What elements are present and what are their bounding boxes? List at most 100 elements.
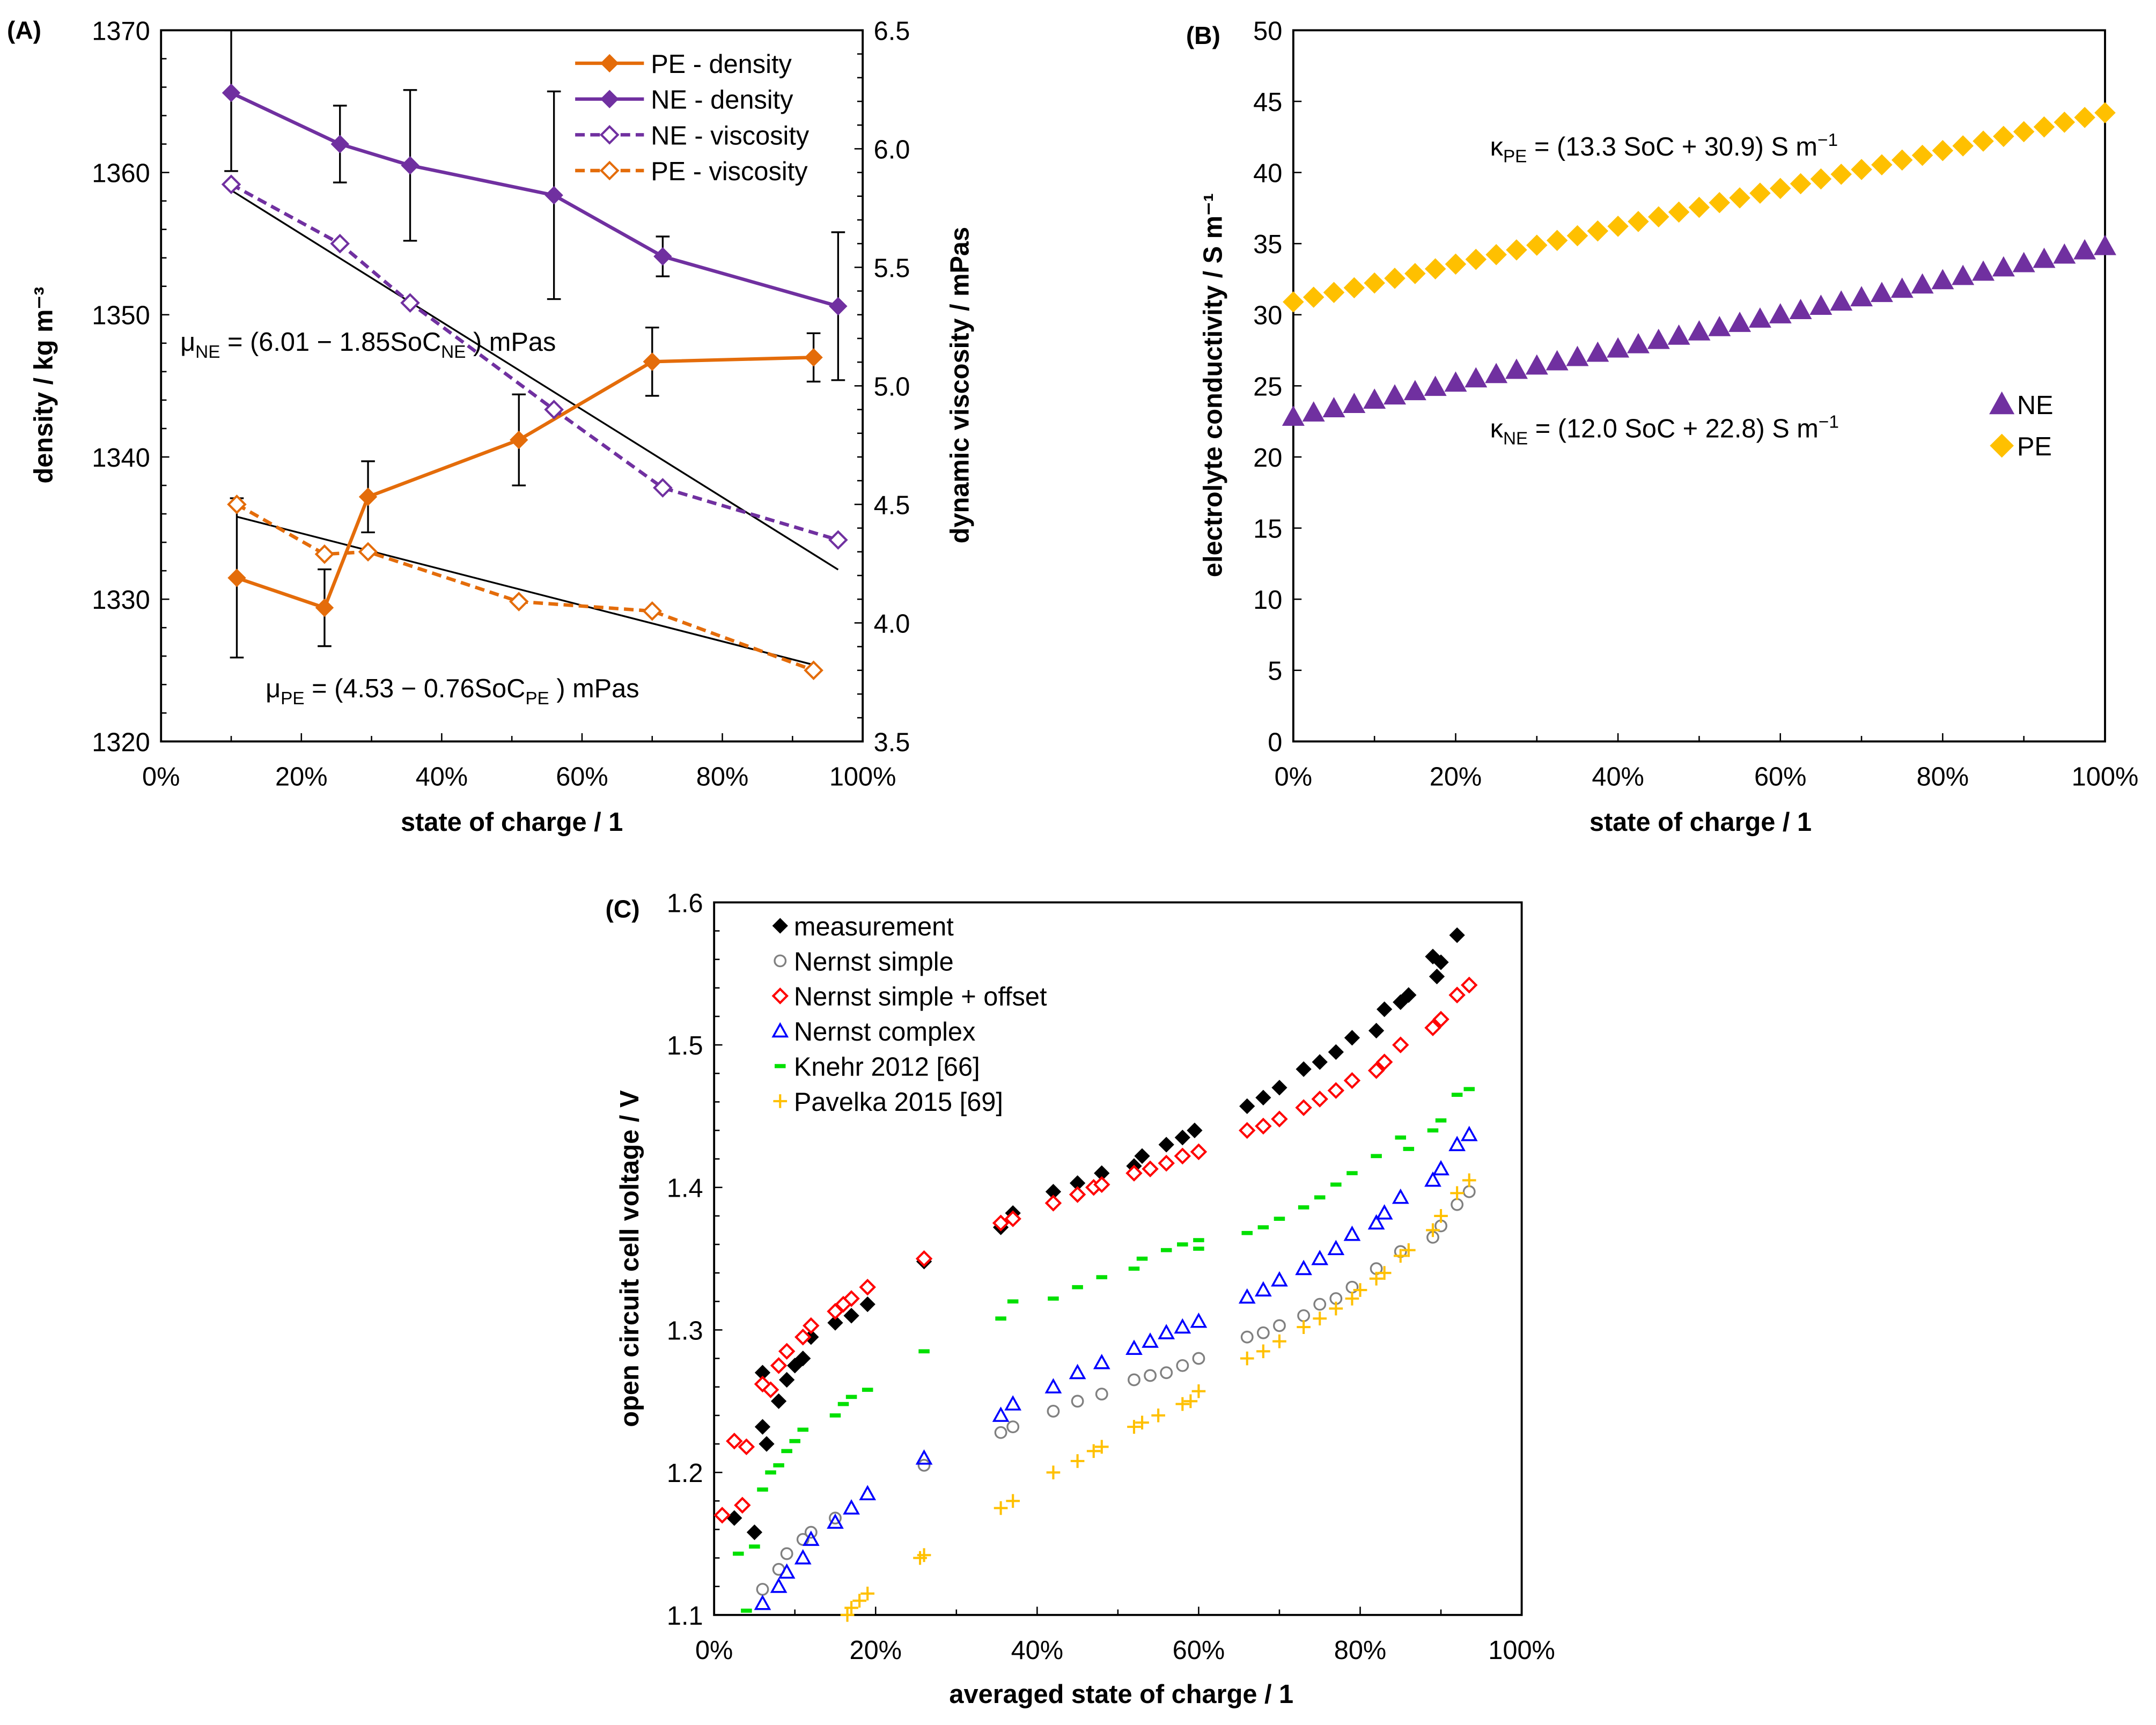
fit-equation-ne: κNE = (12.0 SoC + 22.8) S m−1 <box>1490 412 1839 449</box>
data-point <box>778 1343 796 1360</box>
data-point <box>789 1439 800 1443</box>
y-tick-label: 5 <box>1268 657 1282 686</box>
series-line <box>236 503 814 672</box>
data-point <box>1240 1330 1254 1344</box>
data-point <box>653 478 673 498</box>
data-point <box>759 1436 775 1452</box>
data-point <box>773 1463 784 1468</box>
data-point <box>1485 363 1508 384</box>
data-point <box>1434 1209 1448 1223</box>
data-point <box>1135 1416 1149 1429</box>
data-point <box>1160 1366 1173 1380</box>
data-point <box>1086 1444 1101 1458</box>
data-point <box>859 1485 877 1501</box>
data-point <box>852 1594 866 1608</box>
data-point <box>994 1501 1008 1515</box>
data-point <box>1424 258 1446 279</box>
legend-label: NE <box>2017 391 2054 420</box>
data-point <box>1728 312 1752 332</box>
data-point <box>1429 968 1445 985</box>
y-tick-label: 1.1 <box>667 1602 703 1631</box>
y-tick-label: 20 <box>1253 444 1282 473</box>
data-point <box>778 1563 796 1579</box>
data-point <box>1506 239 1527 261</box>
data-point <box>1392 1036 1409 1053</box>
x-tick-label: 20% <box>1430 762 1482 791</box>
legend-marker <box>771 1022 789 1038</box>
data-point <box>746 1524 763 1540</box>
data-point <box>843 1499 860 1515</box>
data-point <box>1187 1122 1203 1139</box>
data-point <box>1094 1440 1109 1454</box>
legend-label: PE - density <box>651 50 792 79</box>
data-point <box>1790 173 1812 195</box>
x-axis-label-c: averaged state of charge / 1 <box>949 1680 1293 1709</box>
y-tick-label: 15 <box>1253 514 1282 543</box>
data-point <box>1322 397 1345 417</box>
data-point <box>1128 1373 1140 1387</box>
data-point <box>734 1497 751 1514</box>
legend-label: Pavelka 2015 [69] <box>794 1088 1003 1117</box>
data-point <box>1973 130 1994 152</box>
x-tick-label: 20% <box>275 762 328 791</box>
data-point <box>1451 1198 1464 1211</box>
data-point <box>510 430 528 449</box>
data-point <box>1069 1363 1086 1380</box>
data-point <box>829 297 848 316</box>
data-point <box>1295 1099 1312 1116</box>
data-point <box>1241 1230 1253 1235</box>
data-point <box>1371 1154 1382 1159</box>
data-point <box>1566 345 1589 366</box>
data-point <box>795 1350 811 1367</box>
y-axis-label-c: open circuit cell voltage / V <box>615 1090 644 1427</box>
x-tick-label: 0% <box>142 762 180 791</box>
data-point <box>1176 1359 1189 1372</box>
legend-marker <box>772 918 788 934</box>
data-point <box>1296 1061 1312 1077</box>
data-point <box>994 1426 1007 1439</box>
data-point <box>844 1601 858 1615</box>
legend-marker <box>599 160 620 181</box>
data-point <box>1134 1148 1150 1164</box>
data-point <box>1851 159 1872 180</box>
data-point <box>1367 1062 1385 1079</box>
data-point <box>1463 1087 1475 1092</box>
data-point <box>221 174 241 194</box>
data-point <box>1048 1296 1059 1301</box>
data-point <box>509 592 529 611</box>
data-point <box>915 1449 933 1465</box>
data-point <box>1526 234 1548 256</box>
data-point <box>1688 196 1710 218</box>
x-tick-label: 100% <box>829 762 896 791</box>
legend-marker <box>600 90 619 108</box>
x-tick-label: 80% <box>1917 762 1969 791</box>
data-point <box>1424 375 1447 396</box>
data-point <box>1297 1309 1311 1322</box>
data-point <box>1809 294 1833 315</box>
data-point <box>1313 1298 1327 1311</box>
data-point <box>1363 388 1386 409</box>
data-point <box>1393 1249 1408 1263</box>
data-point <box>1709 191 1731 213</box>
data-point <box>1004 1395 1022 1411</box>
data-point <box>1044 1378 1062 1394</box>
data-point <box>1424 1019 1441 1036</box>
data-point <box>1006 1420 1020 1434</box>
data-point <box>780 1547 793 1560</box>
legend-marker <box>773 1094 788 1108</box>
data-point <box>1295 1259 1312 1276</box>
data-point <box>1952 264 1975 285</box>
legend-label: NE - density <box>651 86 793 115</box>
data-point <box>781 1449 792 1454</box>
data-point <box>1911 273 1934 294</box>
data-point <box>653 247 672 266</box>
data-point <box>222 83 241 102</box>
legend-marker <box>600 54 619 73</box>
data-point <box>1312 1054 1328 1070</box>
data-point <box>2012 252 2035 272</box>
data-point <box>726 1432 743 1450</box>
data-point <box>827 1513 844 1529</box>
y2-tick-label: 3.5 <box>874 728 910 757</box>
legend-marker <box>1989 391 2015 415</box>
data-point <box>1353 1283 1367 1297</box>
